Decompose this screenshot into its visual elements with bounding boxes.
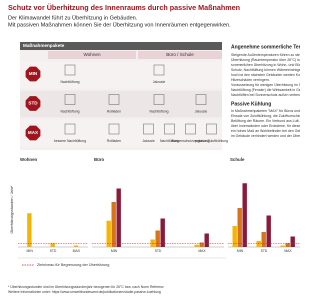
measure-icon bbox=[108, 94, 120, 105]
bar bbox=[204, 233, 209, 247]
bar bbox=[285, 243, 290, 247]
sidebar-text: Steigende Außentemperaturen führen zu st… bbox=[231, 53, 300, 57]
sidebar-heading: Angenehme sommerliche Temperat bbox=[231, 44, 300, 50]
row-band bbox=[20, 61, 222, 88]
x-tick-label: MAX bbox=[73, 249, 81, 253]
sidebar-text: Einsatz von Zuluftkühlung, die Zuluftvor… bbox=[231, 114, 300, 118]
sidebar-text: Hitzeschäden verringern. bbox=[231, 78, 270, 82]
bar bbox=[111, 202, 116, 247]
x-tick-label: MIN bbox=[237, 249, 244, 253]
column-label: Büro / Schule bbox=[166, 52, 194, 57]
row-band bbox=[20, 90, 222, 118]
sidebar-text: sommerlichen Überhitzung in Wohn- und Bü… bbox=[231, 63, 300, 67]
measure-icon bbox=[164, 123, 175, 135]
sidebar-text: Schutz, Nachtlüftung können Wärmeeinträg… bbox=[231, 68, 300, 72]
sidebar-text: ein hohes Maß an Wohlbefinden bei den Ge… bbox=[231, 129, 300, 133]
sidebar-heading: Passive Kühlung bbox=[231, 101, 271, 107]
measure-label: Nachtlüftung bbox=[60, 109, 79, 113]
y-axis-label: Überhitzungsstunden / Jahr* bbox=[10, 185, 14, 233]
measure-icon bbox=[206, 123, 217, 135]
sidebar-text: Nachtlüften bei Sonnenschutz außen verbe… bbox=[231, 93, 300, 97]
bar bbox=[194, 244, 199, 247]
bar bbox=[50, 243, 55, 247]
sidebar-text: Voraussetzung für wenigen Überhitzung im… bbox=[231, 83, 300, 87]
subtitle: Der Klimawandel führt zu Überhitzung in … bbox=[8, 14, 138, 21]
panel-title: Büro bbox=[94, 157, 105, 162]
x-tick-label: MIN bbox=[27, 249, 34, 253]
bar bbox=[256, 241, 261, 247]
measure-icon bbox=[153, 94, 165, 105]
level-icon bbox=[25, 96, 41, 111]
level-label: MIN bbox=[29, 71, 38, 76]
x-tick-label: MAX bbox=[198, 249, 206, 253]
sidebar-text: im Gebäude verhindert werden und der Übe… bbox=[231, 134, 300, 138]
sidebar-text: Überhitzung (Raumtemperatur über 26°C) i… bbox=[231, 58, 300, 62]
page: Schutz vor Überhitzung des Innenraums du… bbox=[8, 3, 300, 294]
sidebar-text: hoch ist den nächsten Gebäuden werden Ko… bbox=[231, 73, 300, 77]
bar bbox=[155, 230, 160, 247]
measure-icon bbox=[64, 94, 76, 105]
bar bbox=[261, 232, 266, 247]
packages-title: Maßnahmenpakete bbox=[23, 43, 65, 48]
measure-label: Rollladen bbox=[107, 139, 121, 143]
column-label: Wohnen bbox=[83, 52, 100, 57]
bar bbox=[106, 220, 111, 247]
measure-label: Jalousie bbox=[142, 139, 155, 143]
x-tick-label: STD bbox=[261, 249, 268, 253]
measure-icon bbox=[108, 123, 120, 135]
legend-label: Zielniveau für Begrenzung der Überhitzun… bbox=[37, 263, 109, 267]
measure-label: Jalousie bbox=[195, 109, 208, 113]
measure-label: bessere Nachtlüftung bbox=[54, 139, 86, 143]
bar bbox=[160, 218, 165, 247]
bar bbox=[232, 226, 237, 247]
measure-icon bbox=[64, 64, 76, 76]
packages-header bbox=[20, 42, 222, 50]
measure-label: Jalousie bbox=[153, 80, 166, 84]
measure-icon bbox=[143, 123, 154, 135]
measure-label: Sonnenschutzverglasung bbox=[171, 139, 209, 143]
bar bbox=[280, 245, 285, 247]
sidebar-text: über Innenwänden oder Erdwärme, für dies… bbox=[231, 124, 300, 128]
bar bbox=[199, 242, 204, 247]
measure-icon bbox=[195, 94, 207, 105]
measure-icon bbox=[185, 123, 196, 135]
measure-label: passive Zuluftkühlung bbox=[195, 139, 228, 143]
measure-label: Nachtlüftung bbox=[160, 139, 179, 143]
bar bbox=[242, 183, 247, 247]
x-tick-label: STD bbox=[155, 249, 162, 253]
measure-label: Rollladen bbox=[107, 109, 121, 113]
column-header bbox=[138, 51, 222, 59]
measure-label: Nachtlüftung bbox=[60, 80, 79, 84]
bar bbox=[237, 208, 242, 247]
level-label: STD bbox=[28, 101, 38, 106]
panel-title: Schule bbox=[230, 157, 245, 162]
footnote: Weitere Informationen unter: https://www… bbox=[8, 290, 161, 294]
measure-icon bbox=[64, 123, 76, 135]
sidebar-text: In Maßnahmenpaketen "MAX" für Büros und … bbox=[231, 109, 300, 113]
level-label: MAX bbox=[28, 130, 39, 135]
bar bbox=[266, 215, 271, 247]
subtitle: Mit passiven Maßnahmen können Sie der Üb… bbox=[8, 21, 231, 28]
panel-title: Wohnen bbox=[20, 157, 38, 162]
column-header bbox=[48, 51, 136, 59]
measure-label: Nachtlüftung bbox=[149, 109, 168, 113]
bar bbox=[73, 245, 79, 247]
x-tick-label: STD bbox=[50, 249, 57, 253]
footnote: * Überhitzungsstunden sind im Überhitzun… bbox=[8, 285, 164, 289]
level-icon bbox=[25, 66, 41, 82]
x-tick-label: MAX bbox=[284, 249, 292, 253]
bar bbox=[116, 188, 121, 247]
measure-icon bbox=[153, 64, 165, 76]
bar bbox=[27, 213, 32, 247]
title: Schutz vor Überhitzung des Innenraums du… bbox=[8, 3, 240, 12]
x-tick-label: MIN bbox=[111, 249, 118, 253]
row-band bbox=[20, 120, 222, 147]
level-icon bbox=[25, 125, 41, 141]
sidebar-text: Belüftung der Räume. Ein Verbund aus Luf… bbox=[231, 119, 300, 123]
sidebar-text: Nachtlüftung (Fenster) die Wirksamkeit i… bbox=[231, 88, 300, 92]
bar bbox=[290, 236, 295, 247]
